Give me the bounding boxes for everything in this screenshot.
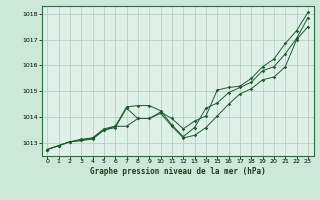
- X-axis label: Graphe pression niveau de la mer (hPa): Graphe pression niveau de la mer (hPa): [90, 167, 266, 176]
